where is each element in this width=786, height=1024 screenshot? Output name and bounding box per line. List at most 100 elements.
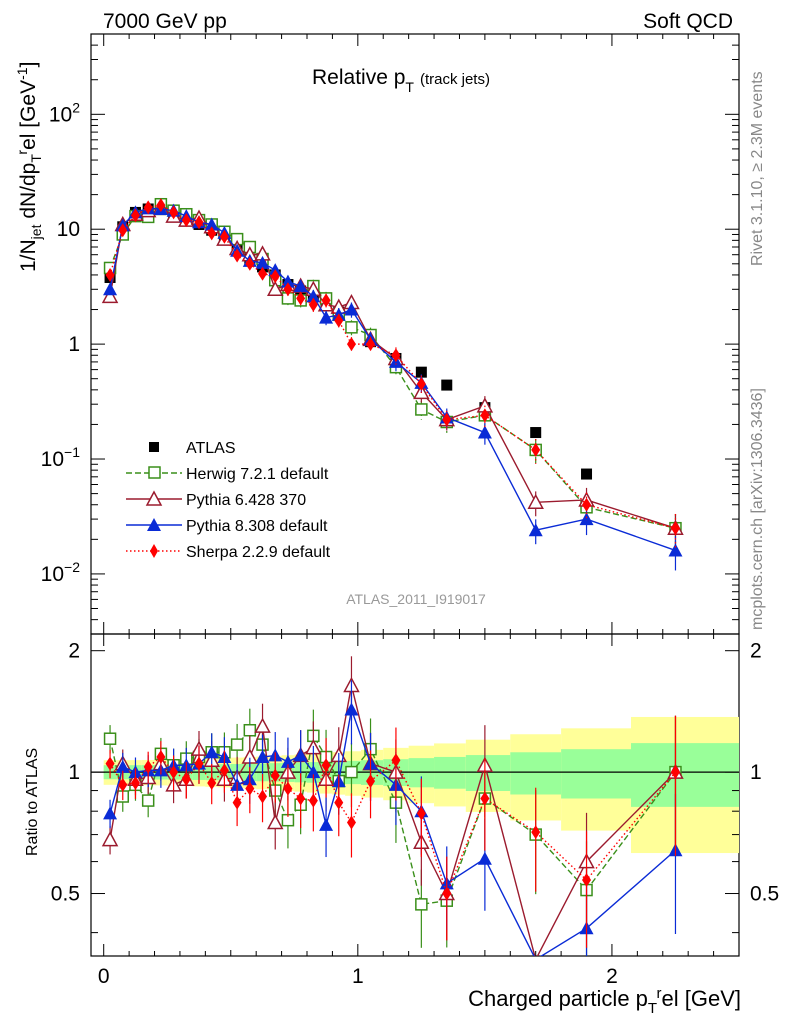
ratio-point bbox=[103, 806, 118, 820]
ratio-series-sherpa-2-2-9-default bbox=[105, 715, 680, 948]
y-tick-label-top: 10−1 bbox=[41, 444, 81, 471]
ratio-point bbox=[296, 791, 306, 806]
ratio-point bbox=[293, 748, 308, 762]
data-point bbox=[344, 302, 359, 316]
mcplots-label: mcplots.cern.ch [arXiv:1306.3436] bbox=[749, 388, 766, 630]
ratio-point bbox=[345, 765, 358, 779]
ratio-point bbox=[101, 831, 119, 847]
legend-label-pythia8: Pythia 8.308 default bbox=[186, 518, 328, 535]
data-point bbox=[130, 208, 140, 223]
y-tick-label-bottom-right: 2 bbox=[750, 640, 762, 663]
ratio-point bbox=[243, 723, 257, 737]
ratio-point bbox=[143, 759, 153, 774]
x-tick-label: 1 bbox=[352, 965, 364, 988]
data-point bbox=[232, 248, 242, 263]
ratio-point bbox=[442, 886, 452, 901]
analysis-watermark: ATLAS_2011_I919017 bbox=[346, 591, 486, 607]
ratio-point bbox=[103, 732, 117, 745]
legend-marker-sherpa bbox=[150, 544, 158, 558]
data-point bbox=[530, 427, 542, 439]
ratio-point bbox=[130, 775, 140, 790]
legend-label-pythia6: Pythia 6.428 370 bbox=[186, 492, 306, 509]
ratio-point bbox=[219, 763, 229, 778]
data-point bbox=[156, 198, 166, 213]
data-point bbox=[105, 267, 115, 282]
ratio-band-stat bbox=[434, 756, 466, 789]
data-point bbox=[143, 200, 153, 215]
ratio-point bbox=[204, 745, 219, 759]
data-point bbox=[194, 215, 204, 230]
legend-entry-herwig: Herwig 7.2.1 default bbox=[126, 466, 329, 483]
ratio-point bbox=[194, 756, 204, 771]
y-axis-label-top: 1/Njet dN/dpTrel [GeV-1] bbox=[14, 62, 44, 272]
ratio-point bbox=[266, 813, 284, 830]
data-point bbox=[668, 543, 683, 557]
ratio-line-sherpa-2-2-9-default bbox=[109, 756, 677, 896]
data-point bbox=[283, 282, 293, 297]
ratio-point bbox=[480, 791, 490, 806]
data-point bbox=[442, 412, 452, 427]
data-point bbox=[670, 521, 680, 536]
data-point bbox=[441, 379, 453, 391]
header-left: 7000 GeV pp bbox=[103, 10, 227, 33]
ratio-line-herwig-7-2-1-default bbox=[109, 729, 677, 906]
data-point bbox=[321, 293, 331, 308]
ratio-line-pythia-6-428-370 bbox=[109, 685, 676, 956]
ratio-point bbox=[415, 898, 428, 911]
data-point bbox=[245, 256, 255, 271]
y-tick-label-bottom-right: 0.5 bbox=[750, 883, 779, 906]
ratio-point bbox=[118, 777, 128, 792]
data-point bbox=[219, 229, 229, 244]
ratio-point bbox=[391, 753, 401, 768]
y-tick-label-top: 102 bbox=[49, 99, 80, 126]
ratio-point bbox=[582, 873, 592, 888]
ratio-point bbox=[105, 756, 115, 771]
data-point bbox=[181, 213, 191, 228]
data-point bbox=[480, 408, 490, 423]
y-tick-label-bottom: 0.5 bbox=[51, 883, 80, 906]
data-point bbox=[345, 321, 358, 334]
data-point bbox=[579, 512, 594, 526]
ratio-point bbox=[254, 717, 271, 733]
legend-entry-pythia6: Pythia 6.428 370 bbox=[126, 490, 306, 509]
rivet-label: Rivet 3.1.10, ≥ 2.3M events bbox=[749, 71, 766, 266]
data-point bbox=[531, 442, 541, 457]
legend-marker-pythia8 bbox=[147, 518, 161, 531]
legend-entry-pythia8: Pythia 8.308 default bbox=[126, 518, 328, 535]
data-point bbox=[416, 376, 426, 391]
data-point bbox=[334, 313, 344, 328]
ratio-line-pythia-8-308-default bbox=[109, 706, 676, 956]
ratio-point bbox=[156, 750, 166, 765]
data-point bbox=[415, 403, 428, 416]
ratio-point bbox=[245, 781, 255, 796]
ratio-point bbox=[531, 825, 541, 840]
ratio-point bbox=[670, 765, 680, 780]
data-point bbox=[296, 291, 306, 306]
ratio-band-stat bbox=[510, 752, 562, 795]
ratio-point bbox=[258, 789, 268, 804]
series-pythia-8-308-default bbox=[103, 201, 683, 571]
ratio-point bbox=[232, 795, 242, 810]
ratio-point bbox=[344, 702, 359, 716]
data-point bbox=[306, 289, 321, 303]
legend: ATLAS Herwig 7.2.1 default Pythia 6.428 … bbox=[126, 440, 331, 561]
series-sherpa-2-2-9-default bbox=[105, 198, 680, 549]
data-point bbox=[391, 348, 401, 363]
data-point bbox=[581, 468, 593, 480]
ratio-point bbox=[270, 768, 280, 783]
data-point bbox=[266, 280, 284, 297]
header-right: Soft QCD bbox=[643, 10, 733, 33]
data-point bbox=[582, 497, 592, 512]
ratio-point bbox=[141, 794, 155, 807]
data-point bbox=[280, 274, 295, 288]
ratio-point bbox=[334, 795, 344, 810]
data-point bbox=[207, 226, 217, 241]
ratio-band-stat bbox=[465, 755, 511, 791]
plot-title: Relative pT (track jets) bbox=[312, 66, 490, 95]
ratio-point bbox=[230, 738, 244, 751]
ratio-point bbox=[308, 793, 318, 808]
y-tick-label-top: 1 bbox=[68, 333, 80, 356]
legend-label-herwig: Herwig 7.2.1 default bbox=[186, 466, 329, 483]
y-tick-label-top: 10 bbox=[57, 218, 80, 241]
